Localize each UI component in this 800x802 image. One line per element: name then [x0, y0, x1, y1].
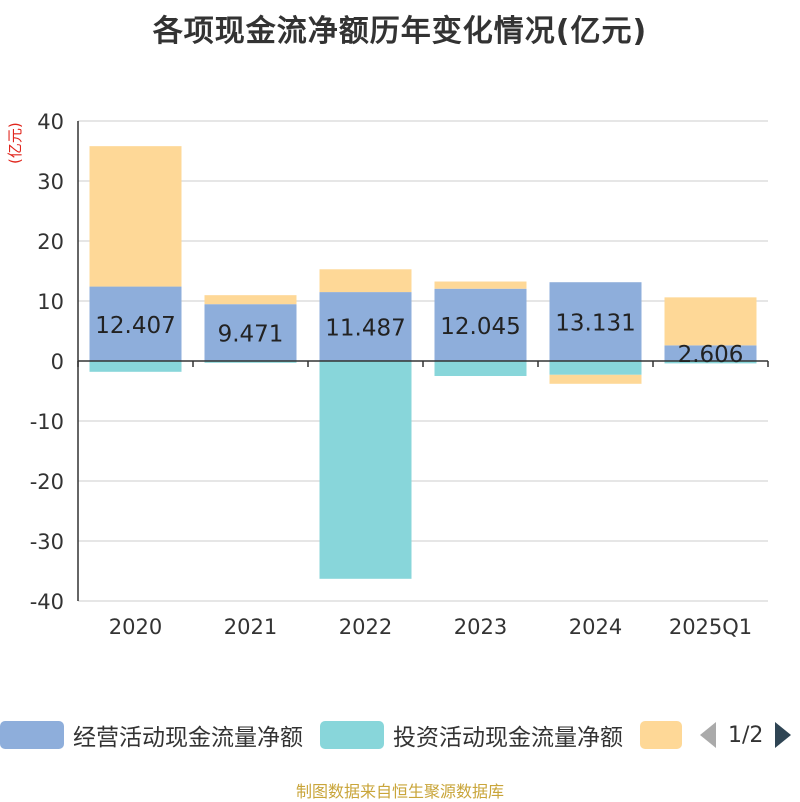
- x-tick-label: 2021: [224, 615, 277, 639]
- legend-swatch-investing: [320, 721, 384, 749]
- data-label: 9.471: [218, 322, 284, 348]
- legend-swatch-operating: [0, 721, 64, 749]
- legend-item-financing[interactable]: [640, 718, 682, 752]
- legend-item-operating[interactable]: 经营活动现金流量净额: [0, 718, 303, 752]
- y-tick-label: 30: [37, 170, 64, 194]
- legend-page-indicator: 1/2: [728, 722, 764, 748]
- bar-investing: [549, 361, 642, 375]
- legend-item-investing[interactable]: 投资活动现金流量净额: [320, 718, 623, 752]
- legend-swatch-financing: [640, 721, 682, 749]
- bar-operating: [89, 286, 182, 361]
- data-label: 2.606: [678, 342, 744, 368]
- data-label: 12.407: [95, 313, 175, 339]
- x-tick-label: 2024: [569, 615, 622, 639]
- x-tick-label: 2022: [339, 615, 392, 639]
- bar-operating: [204, 304, 297, 361]
- source-footer: 制图数据来自恒生聚源数据库: [295, 782, 504, 801]
- bar-financing: [204, 295, 297, 305]
- legend: 经营活动现金流量净额 投资活动现金流量净额 1/2: [0, 718, 800, 752]
- y-tick-label: 0: [51, 350, 64, 374]
- y-tick-label: 40: [37, 110, 64, 134]
- data-label: 13.131: [555, 311, 635, 337]
- data-label: 11.487: [325, 316, 405, 342]
- bar-operating: [434, 288, 527, 361]
- x-tick-label: 2023: [454, 615, 507, 639]
- data-label: 12.045: [440, 314, 520, 340]
- y-tick-label: -10: [30, 410, 64, 434]
- y-tick-label: -30: [30, 530, 64, 554]
- legend-pager: 1/2: [700, 718, 792, 752]
- bar-financing: [89, 146, 182, 287]
- bar-financing: [319, 269, 412, 293]
- y-tick-label: 10: [37, 290, 64, 314]
- cash-flow-bar-chart: 40 30 20 10 0 -10 -20 -30 -40 2020 2021 2022 2023 202…: [30, 110, 769, 639]
- chart-title: 各项现金流净额历年变化情况(亿元): [152, 14, 648, 49]
- legend-next-page-icon[interactable]: [775, 722, 792, 748]
- x-tick-label: 2025Q1: [669, 615, 752, 639]
- bar-financing: [434, 281, 527, 289]
- legend-label-investing: 投资活动现金流量净额: [393, 725, 623, 751]
- bar-operating: [664, 345, 757, 361]
- bar-operating: [319, 292, 412, 361]
- legend-label-operating: 经营活动现金流量净额: [73, 725, 303, 751]
- x-tick-label: 2020: [109, 615, 162, 639]
- legend-prev-page-icon[interactable]: [700, 722, 716, 748]
- bar-investing: [204, 361, 297, 363]
- bar-investing: [89, 361, 182, 372]
- bar-investing: [319, 361, 412, 579]
- bar-financing: [549, 374, 642, 384]
- bar-operating: [549, 282, 642, 361]
- bar-investing: [664, 361, 757, 364]
- y-tick-label: 20: [37, 230, 64, 254]
- y-tick-label: -20: [30, 470, 64, 494]
- y-tick-label: -40: [30, 590, 64, 614]
- bar-financing: [664, 297, 757, 346]
- bar-investing: [434, 361, 527, 376]
